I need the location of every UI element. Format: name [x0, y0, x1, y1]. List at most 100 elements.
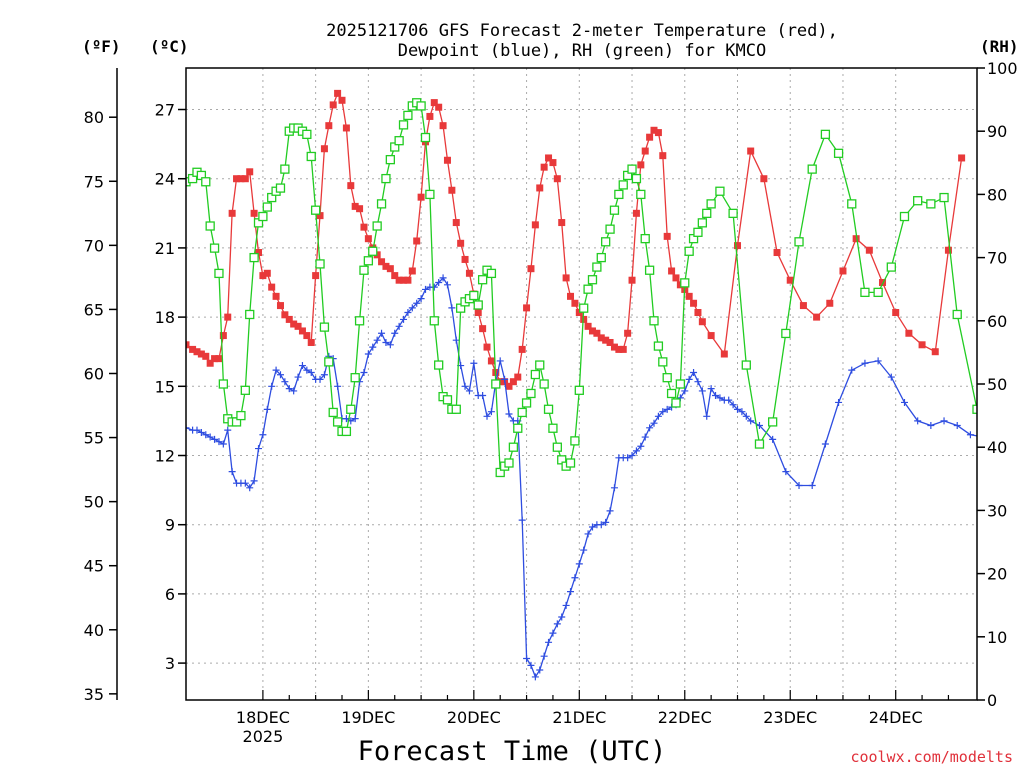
temperature-point — [562, 274, 570, 282]
dewpoint-point — [927, 422, 935, 430]
temperature-point — [747, 147, 755, 155]
rh-point — [306, 151, 316, 162]
dewpoint-point — [391, 329, 399, 337]
temperature-point — [272, 292, 280, 300]
rh-point — [583, 284, 593, 294]
rh-point — [552, 442, 562, 452]
celsius-tick-label: 12 — [155, 447, 175, 466]
rh-line — [186, 102, 977, 475]
temperature-point — [186, 341, 190, 349]
dewpoint-point — [624, 454, 632, 462]
dewpoint-point — [1006, 447, 1013, 454]
dewpoint-point — [769, 435, 777, 443]
temperature-point — [905, 329, 913, 337]
dewpoint-point — [202, 431, 210, 439]
temperature-point — [307, 338, 315, 346]
dewpoint-point — [747, 417, 755, 425]
rh-point — [565, 458, 576, 468]
rh-point — [214, 268, 224, 279]
rh-point — [376, 199, 387, 209]
temperature-point — [602, 336, 610, 344]
rh-point — [636, 189, 646, 200]
rh-point — [675, 379, 686, 389]
temperature-point — [312, 272, 320, 280]
fahrenheit-tick-label: 50 — [84, 493, 104, 512]
rh-point — [310, 205, 321, 215]
fahrenheit-tick-label: 35 — [84, 685, 104, 704]
dewpoint-point — [250, 477, 258, 485]
rh-point — [899, 211, 910, 222]
temperature-point — [527, 265, 535, 273]
dewpoint-point — [887, 373, 895, 381]
dewpoint-point — [272, 366, 280, 374]
temperature-point — [276, 302, 284, 310]
time-tick-label: 21DEC — [552, 708, 606, 727]
temperature-point — [298, 327, 306, 335]
time-tick-label: 19DEC — [341, 708, 395, 727]
rh-point — [873, 287, 883, 298]
dewpoint-point — [263, 405, 271, 413]
rh-point — [275, 183, 286, 193]
celsius-axis: 3 6 9 12 15 18 21 24 27 — [155, 101, 186, 673]
dewpoint-point — [186, 424, 190, 432]
temperature-point — [386, 265, 394, 273]
rh-point — [381, 173, 391, 184]
dewpoint-point — [496, 357, 504, 365]
rh-tick-label: 60 — [987, 312, 1007, 331]
temperature-point — [439, 122, 447, 130]
temperature-point — [514, 373, 522, 381]
dewpoint-point — [404, 308, 412, 316]
rh-point — [605, 224, 615, 234]
dewpoint-point — [729, 401, 737, 409]
dewpoint-point — [369, 343, 377, 351]
temperature-point — [382, 262, 390, 270]
temperature-point — [518, 345, 526, 353]
temperature-point — [549, 159, 557, 167]
temperature-point — [237, 175, 245, 183]
series-layer — [186, 89, 1013, 681]
rh-point — [350, 373, 360, 383]
grid-lines — [186, 68, 977, 700]
dewpoint-point — [285, 385, 293, 393]
dewpoint-point — [861, 359, 869, 367]
rh-point — [592, 262, 602, 272]
temperature-point — [615, 345, 623, 353]
dewpoint-point — [320, 371, 328, 379]
rh-point — [236, 410, 246, 421]
rh-point — [473, 300, 483, 310]
temperature-point — [259, 272, 267, 280]
rh-point — [354, 316, 365, 326]
temperature-point — [606, 338, 614, 346]
dewpoint-point — [610, 484, 618, 492]
rh-point — [332, 417, 343, 427]
rh-point — [218, 379, 229, 389]
temperature-point — [435, 103, 443, 111]
temperature-point — [892, 308, 900, 316]
rh-point — [477, 275, 488, 285]
rh-point — [671, 398, 681, 408]
dewpoint-point — [808, 481, 816, 489]
chart-title-line1: 2025121706 GFS Forecast 2-meter Temperat… — [326, 21, 838, 41]
rh-tick-label: 0 — [987, 691, 997, 710]
dewpoint-point — [707, 385, 715, 393]
dewpoint-point — [228, 468, 236, 476]
rh-point — [601, 237, 611, 247]
dewpoint-point — [290, 387, 298, 395]
temperature-point — [734, 242, 742, 250]
temperature-point — [250, 209, 258, 217]
temperature-point — [479, 325, 487, 333]
series-dewpoint — [186, 274, 1013, 681]
dewpoint-point — [940, 417, 948, 425]
temperature-point — [571, 299, 579, 307]
temperature-point — [246, 168, 254, 176]
temperature-point — [567, 292, 575, 300]
dewpoint-point — [549, 629, 557, 637]
dewpoint-point — [439, 274, 447, 282]
temperature-point — [356, 205, 364, 213]
celsius-tick-label: 24 — [155, 170, 175, 189]
temperature-point — [593, 329, 601, 337]
rh-axis: 0 10 20 30 40 50 60 70 80 90 100 — [977, 59, 1018, 710]
dewpoint-point — [452, 336, 460, 344]
rh-point — [649, 316, 659, 326]
